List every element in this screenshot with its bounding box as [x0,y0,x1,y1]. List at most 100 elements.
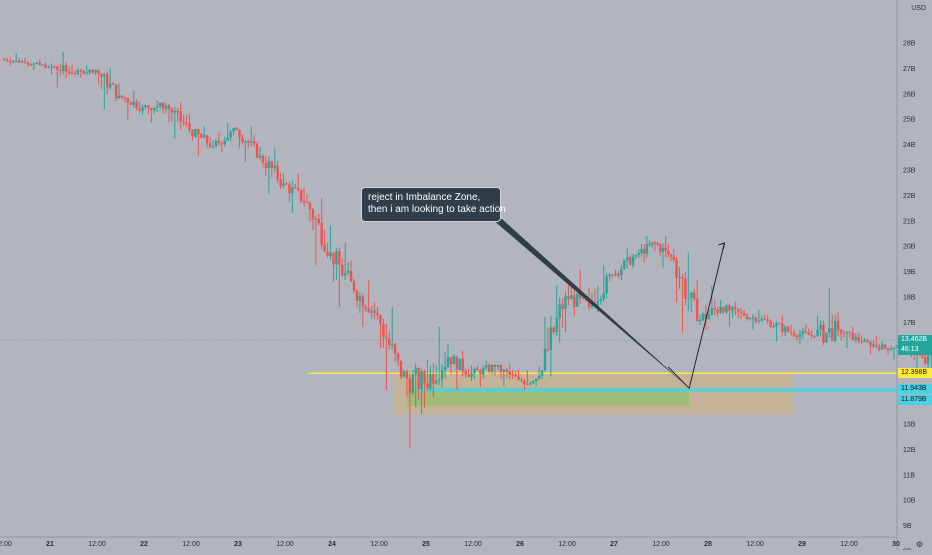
candle-body [408,378,412,393]
candle-body [517,376,520,380]
candle-body [435,380,438,384]
candle-body [493,364,497,367]
x-tick-label: 12:00 [276,541,294,548]
x-tick-label: 23 [234,541,242,548]
candle-body [279,179,282,187]
candle-body [792,332,796,336]
candle-body [238,129,241,138]
y-tick-label: 17B [903,320,916,327]
candle-body [70,72,74,74]
candle-body [88,69,91,73]
candle-body [379,315,382,324]
candle-body [109,83,112,88]
candle-body [617,273,620,276]
candle-body [194,128,197,137]
candle-body [261,155,265,163]
candle-body [285,183,288,185]
y-tick-label: 10B [903,498,916,505]
candle-body [103,73,106,77]
candle-body [141,107,144,111]
candle-body [432,374,435,384]
candle-body [153,107,156,110]
candle-body [722,307,725,313]
candle-body [358,296,362,301]
y-tick-label: 25B [903,117,916,124]
candle-body [631,256,635,265]
candle-body [191,129,194,137]
candle-body [203,135,206,138]
x-tick-label: 12:00 [0,541,12,548]
x-tick-label: 27 [610,541,618,548]
candle-body [53,66,56,68]
candle-body [863,339,866,342]
candle-body [370,310,373,313]
candle-body [579,293,582,299]
candle-body [810,335,813,337]
candle-body [164,105,168,109]
candle-body [250,141,253,143]
candle-body [414,367,417,375]
candle-body [757,320,761,322]
candle-body [745,315,749,319]
candle-body [875,344,878,347]
candle-body [341,264,344,276]
candle-body [126,98,130,103]
candle-body [537,376,541,379]
y-tick-label: 13B [903,422,916,429]
candle-body [766,319,769,322]
candle-body [549,327,553,351]
candle-body [305,202,309,204]
price-axis: 28B27B26B25B24B23B22B21B20B19B18B17B16B1… [896,0,916,555]
candle-body [205,135,209,144]
candle-body [763,318,766,320]
candle-body [241,137,244,142]
y-tick-label: 20B [903,244,916,251]
candle-body [402,371,406,377]
candle-body [734,306,737,309]
candle-body [291,186,294,194]
candle-body [182,121,185,123]
candle-body [552,327,555,332]
settings-gear-icon[interactable]: ⚙ [915,540,923,549]
candle-body [452,356,456,365]
candle-body [872,344,875,347]
callout-pointer [492,219,690,389]
candle-body [335,251,338,265]
candle-body [382,323,385,337]
annotation-callout[interactable]: reject in Imbalance Zone, then i am look… [361,187,506,222]
candle-body [361,296,365,307]
candle-body [798,334,802,338]
candle-body [487,364,491,372]
candle-body [656,242,659,245]
candle-body [725,305,728,313]
candle-body [543,348,547,371]
candle-body [751,317,755,319]
candle-body [851,332,855,341]
candle-body [822,324,825,343]
candle-body [866,339,869,342]
candle-body [701,313,705,320]
countdown-badge: 46:13 [898,344,932,355]
candle-body [132,101,135,105]
candle-body [223,140,226,145]
candle-body [56,66,59,70]
candle-body [349,270,353,282]
candle-body [775,323,778,327]
candle-body [91,69,94,73]
x-tick-label: 29 [798,541,806,548]
x-tick-label: 12:00 [370,541,388,548]
candle-body [220,143,224,145]
x-tick-label: 12:00 [182,541,200,548]
candle-body [599,299,602,302]
candle-body [47,66,50,68]
candle-body [695,299,699,322]
candle-body [352,281,356,291]
candle-body [713,308,716,310]
candle-body [170,108,174,113]
candle-body [716,309,719,313]
candle-body [576,293,579,307]
candle-body [332,252,335,265]
candle-body [661,247,665,252]
